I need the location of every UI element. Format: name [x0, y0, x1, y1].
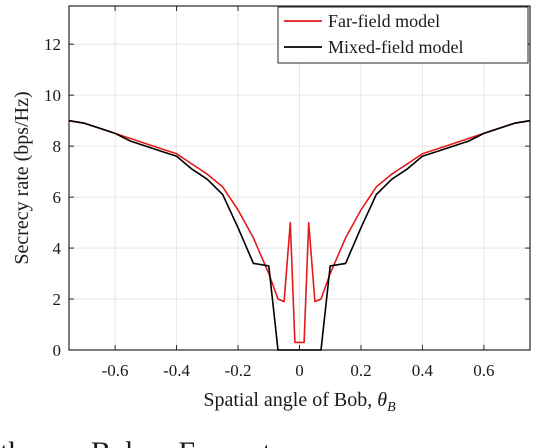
x-axis-label-subscript: B — [387, 400, 396, 415]
y-tick-label: 12 — [44, 35, 61, 54]
x-tick-label: 0.4 — [412, 361, 434, 380]
x-tick-label: -0.6 — [102, 361, 129, 380]
y-tick-label: 8 — [53, 137, 62, 156]
x-axis-label: Spatial angle of Bob, θB — [203, 389, 396, 415]
y-tick-label: 6 — [53, 188, 62, 207]
legend: Far-field model Mixed-field model — [277, 6, 529, 64]
legend-label-far-field: Far-field model — [328, 11, 440, 31]
y-tick-label: 2 — [53, 290, 62, 309]
x-tick-label: 0.2 — [350, 361, 371, 380]
x-tick-label: -0.2 — [225, 361, 252, 380]
series-lines — [68, 119, 531, 351]
x-tick-label: 0 — [295, 361, 304, 380]
y-axis-label: Secrecy rate (bps/Hz) — [11, 91, 33, 264]
series-far-field-line — [68, 119, 531, 344]
legend-box — [277, 6, 529, 64]
axis-ticks: -0.6 -0.4 -0.2 0 0.2 0.4 0.6 0 2 4 6 8 10 12 — [44, 6, 530, 380]
x-axis-label-text: Spatial angle of Bob, — [203, 389, 377, 411]
legend-label-mixed-field: Mixed-field model — [328, 37, 463, 57]
y-tick-label: 4 — [53, 239, 62, 258]
x-axis-label-symbol: θ — [377, 389, 387, 411]
y-tick-label: 10 — [44, 86, 61, 105]
caption-fragment: th Bob F t — [0, 436, 272, 448]
y-tick-label: 0 — [53, 341, 62, 360]
x-tick-label: 0.6 — [473, 361, 494, 380]
x-tick-label: -0.4 — [163, 361, 190, 380]
series-mixed-field-line — [68, 119, 531, 351]
